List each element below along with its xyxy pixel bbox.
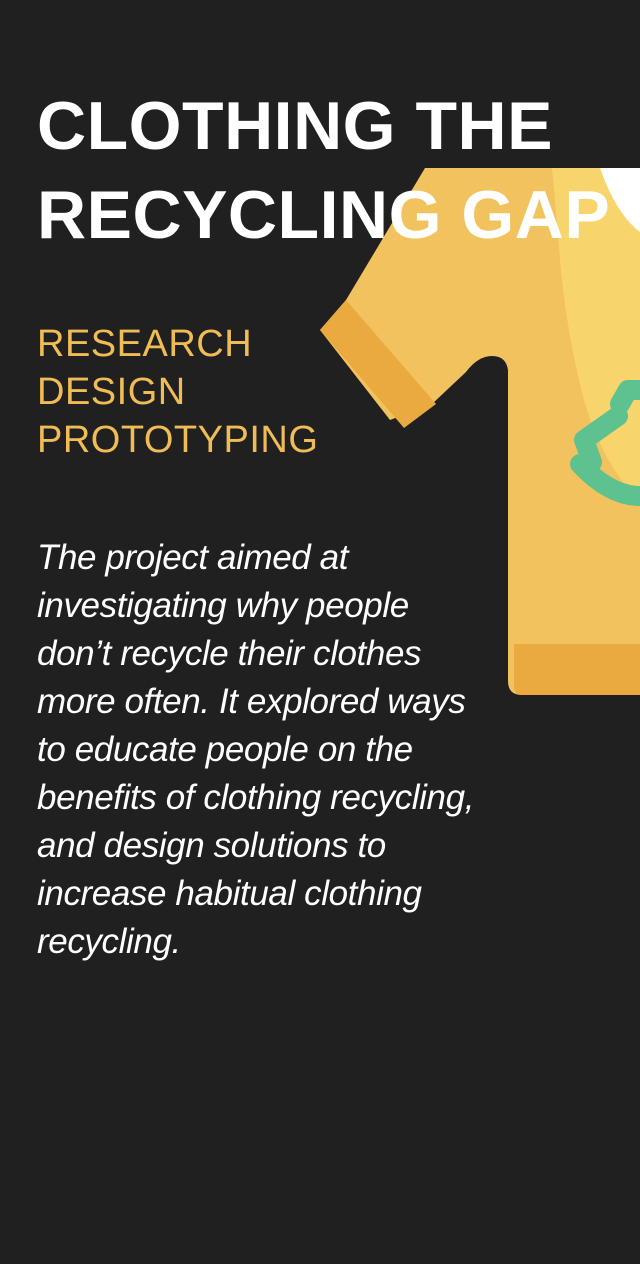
title-line-1: CLOTHING THE [37, 88, 553, 164]
recycle-symbol [570, 380, 640, 506]
page-title: CLOTHING THE RECYCLING GAP [37, 82, 610, 260]
tag-prototyping: PROTOTYPING [37, 419, 319, 461]
sweater-cuff [320, 300, 436, 428]
sweater-waistband [514, 644, 640, 695]
title-line-2: RECYCLING GAP [37, 177, 611, 253]
sweater-body [320, 168, 640, 695]
project-tags: RESEARCH DESIGN PROTOTYPING [37, 320, 318, 464]
project-description: The project aimed at investigating why p… [37, 538, 475, 961]
tag-research: RESEARCH [37, 323, 253, 365]
sweater-collar [600, 168, 640, 232]
tag-design: DESIGN [37, 371, 186, 413]
recycled-sweater-icon [320, 168, 640, 695]
